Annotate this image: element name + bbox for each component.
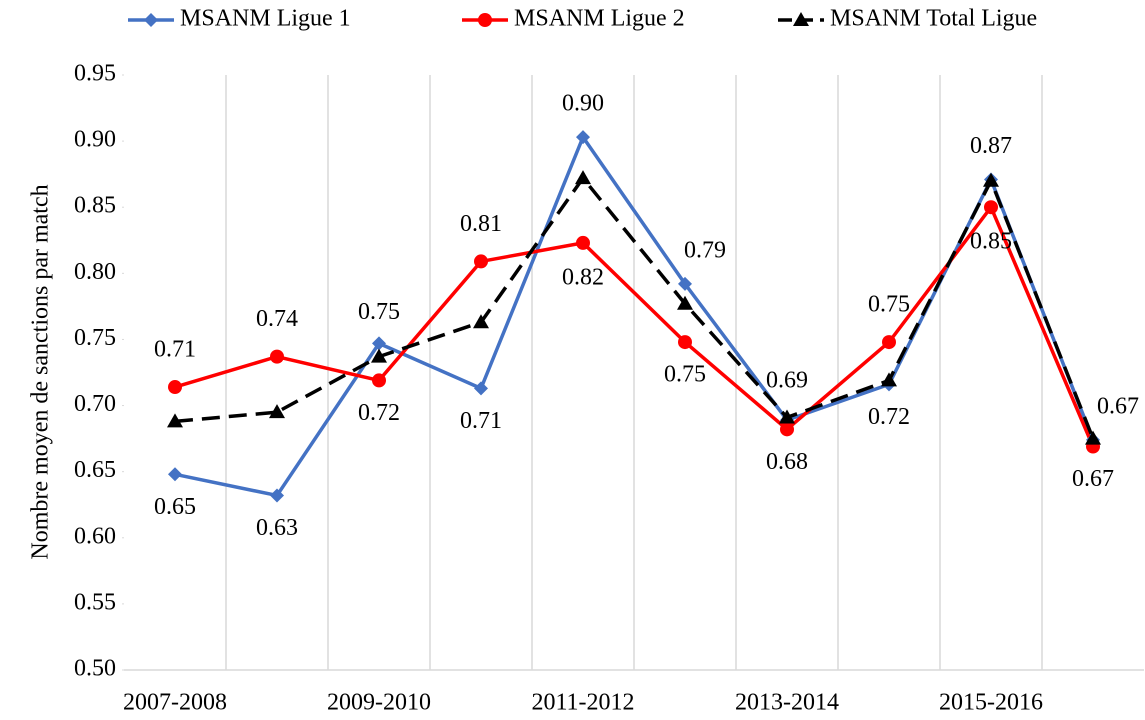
marker [478,13,492,27]
marker [167,413,183,428]
data-label: 0.74 [256,306,298,332]
y-tick-label: 0.70 [74,391,116,417]
marker [793,12,809,26]
marker [372,336,386,351]
data-label: 0.72 [868,404,910,430]
data-label: 0.67 [1097,393,1139,419]
x-tick-label: 2015-2016 [939,690,1043,716]
y-tick-label: 0.65 [74,457,116,483]
data-label: 0.82 [562,264,604,290]
x-tick-label: 2009-2010 [327,690,431,716]
data-label: 0.75 [664,362,706,388]
data-label: 0.79 [684,237,726,263]
y-tick-label: 0.85 [74,193,116,219]
marker [473,314,489,329]
marker [882,335,896,350]
data-label: 0.65 [154,494,196,520]
marker [677,295,693,310]
marker [678,335,692,350]
series-line [174,175,1095,440]
marker [269,404,285,419]
data-label: 0.71 [460,408,502,434]
marker [983,172,999,187]
data-label: 0.75 [868,292,910,318]
marker [144,13,158,27]
data-label: 0.67 [1072,466,1114,492]
marker [474,254,488,269]
x-tick-label: 2007-2008 [123,690,227,716]
marker [168,380,182,395]
data-label: 0.71 [154,337,196,363]
x-tick-label: 2013-2014 [735,690,839,716]
x-tick-label: 2011-2012 [531,690,634,716]
data-label: 0.72 [358,400,400,426]
data-label: 0.75 [358,299,400,325]
y-tick-label: 0.80 [74,259,116,285]
marker [881,372,897,387]
marker [780,422,794,437]
data-label: 0.85 [970,229,1012,255]
series-line [174,203,1095,448]
y-tick-label: 0.55 [74,589,116,615]
marker [1085,430,1101,445]
marker [372,373,386,388]
data-label: 0.87 [970,133,1012,159]
marker [576,235,590,250]
data-label: 0.90 [562,91,604,117]
marker [984,200,998,215]
data-label: 0.68 [766,449,808,475]
y-tick-label: 0.90 [74,127,116,153]
marker [371,348,387,363]
data-label: 0.63 [256,515,298,541]
y-axis-title: Nombre moyen de sanctions par match [28,184,54,559]
y-tick-label: 0.95 [74,61,116,87]
marker [576,130,590,145]
legend-label: MSANM Ligue 2 [514,6,685,32]
marker [168,467,182,482]
marker [270,488,284,503]
y-tick-label: 0.75 [74,325,116,351]
y-tick-label: 0.60 [74,523,116,549]
marker [270,349,284,364]
data-label: 0.69 [766,368,808,394]
marker [678,276,692,291]
y-tick-label: 0.50 [74,656,116,682]
marker [474,381,488,396]
legend-label: MSANM Total Ligue [830,6,1037,32]
marker [779,409,795,424]
data-label: 0.81 [460,211,502,237]
legend-label: MSANM Ligue 1 [180,6,351,32]
marker [575,170,591,185]
